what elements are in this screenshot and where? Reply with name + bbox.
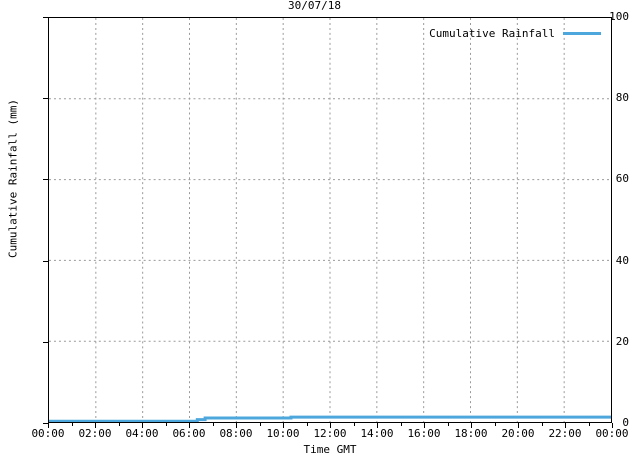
x-tick-mark — [283, 423, 284, 428]
y-tick-label: 0 — [622, 416, 629, 429]
x-tick-mark — [260, 423, 261, 426]
x-tick-mark — [166, 423, 167, 426]
x-tick-label: 20:00 — [501, 427, 535, 440]
x-tick-label: 22:00 — [548, 427, 582, 440]
x-tick-mark — [565, 423, 566, 428]
x-tick-mark — [307, 423, 308, 426]
x-tick-label: 10:00 — [266, 427, 300, 440]
x-tick-mark — [471, 423, 472, 428]
x-tick-mark — [518, 423, 519, 428]
x-tick-mark — [95, 423, 96, 428]
x-tick-mark — [189, 423, 190, 428]
series-cumulative-rainfall — [49, 415, 611, 422]
x-tick-mark — [542, 423, 543, 426]
x-tick-label: 06:00 — [172, 427, 206, 440]
chart-title: 30/07/18 — [288, 0, 341, 12]
x-tick-label: 00:00 — [595, 427, 629, 440]
legend: Cumulative Rainfall — [429, 27, 601, 40]
y-tick-label: 60 — [615, 172, 629, 186]
y-tick-mark — [43, 423, 48, 424]
x-tick-label: 02:00 — [78, 427, 112, 440]
y-tick-label: 100 — [609, 10, 629, 23]
x-tick-mark — [330, 423, 331, 428]
plot-area: Cumulative Rainfall — [48, 17, 612, 423]
y-tick-mark — [43, 342, 48, 343]
y-tick-mark — [43, 261, 48, 262]
x-tick-label: 16:00 — [407, 427, 441, 440]
y-tick-label: 20 — [615, 334, 629, 348]
y-tick-label: 40 — [615, 253, 629, 267]
x-tick-mark — [48, 423, 49, 428]
y-tick-mark — [43, 179, 48, 180]
x-tick-label: 08:00 — [219, 427, 253, 440]
x-tick-mark — [72, 423, 73, 426]
y-tick-mark — [43, 98, 48, 99]
legend-label-cumulative-rainfall: Cumulative Rainfall — [429, 27, 555, 40]
x-tick-mark — [401, 423, 402, 426]
x-tick-mark — [354, 423, 355, 426]
x-tick-label: 04:00 — [125, 427, 159, 440]
x-tick-mark — [424, 423, 425, 428]
y-axis-label: Cumulative Rainfall (mm) — [6, 99, 20, 258]
y-tick-label: 80 — [615, 91, 629, 105]
x-axis-label: Time GMT — [303, 443, 357, 456]
x-tick-mark — [213, 423, 214, 426]
x-tick-mark — [236, 423, 237, 428]
x-tick-label: 00:00 — [31, 427, 65, 440]
x-tick-mark — [495, 423, 496, 426]
x-tick-mark — [448, 423, 449, 426]
x-tick-mark — [142, 423, 143, 428]
x-tick-mark — [377, 423, 378, 428]
y-tick-mark — [43, 17, 48, 18]
x-tick-mark — [589, 423, 590, 426]
x-tick-label: 14:00 — [360, 427, 394, 440]
legend-swatch-cumulative-rainfall — [563, 32, 601, 35]
gridlines — [49, 18, 611, 422]
x-tick-mark — [612, 423, 613, 428]
x-tick-label: 18:00 — [454, 427, 488, 440]
x-tick-mark — [119, 423, 120, 426]
x-tick-label: 12:00 — [313, 427, 347, 440]
